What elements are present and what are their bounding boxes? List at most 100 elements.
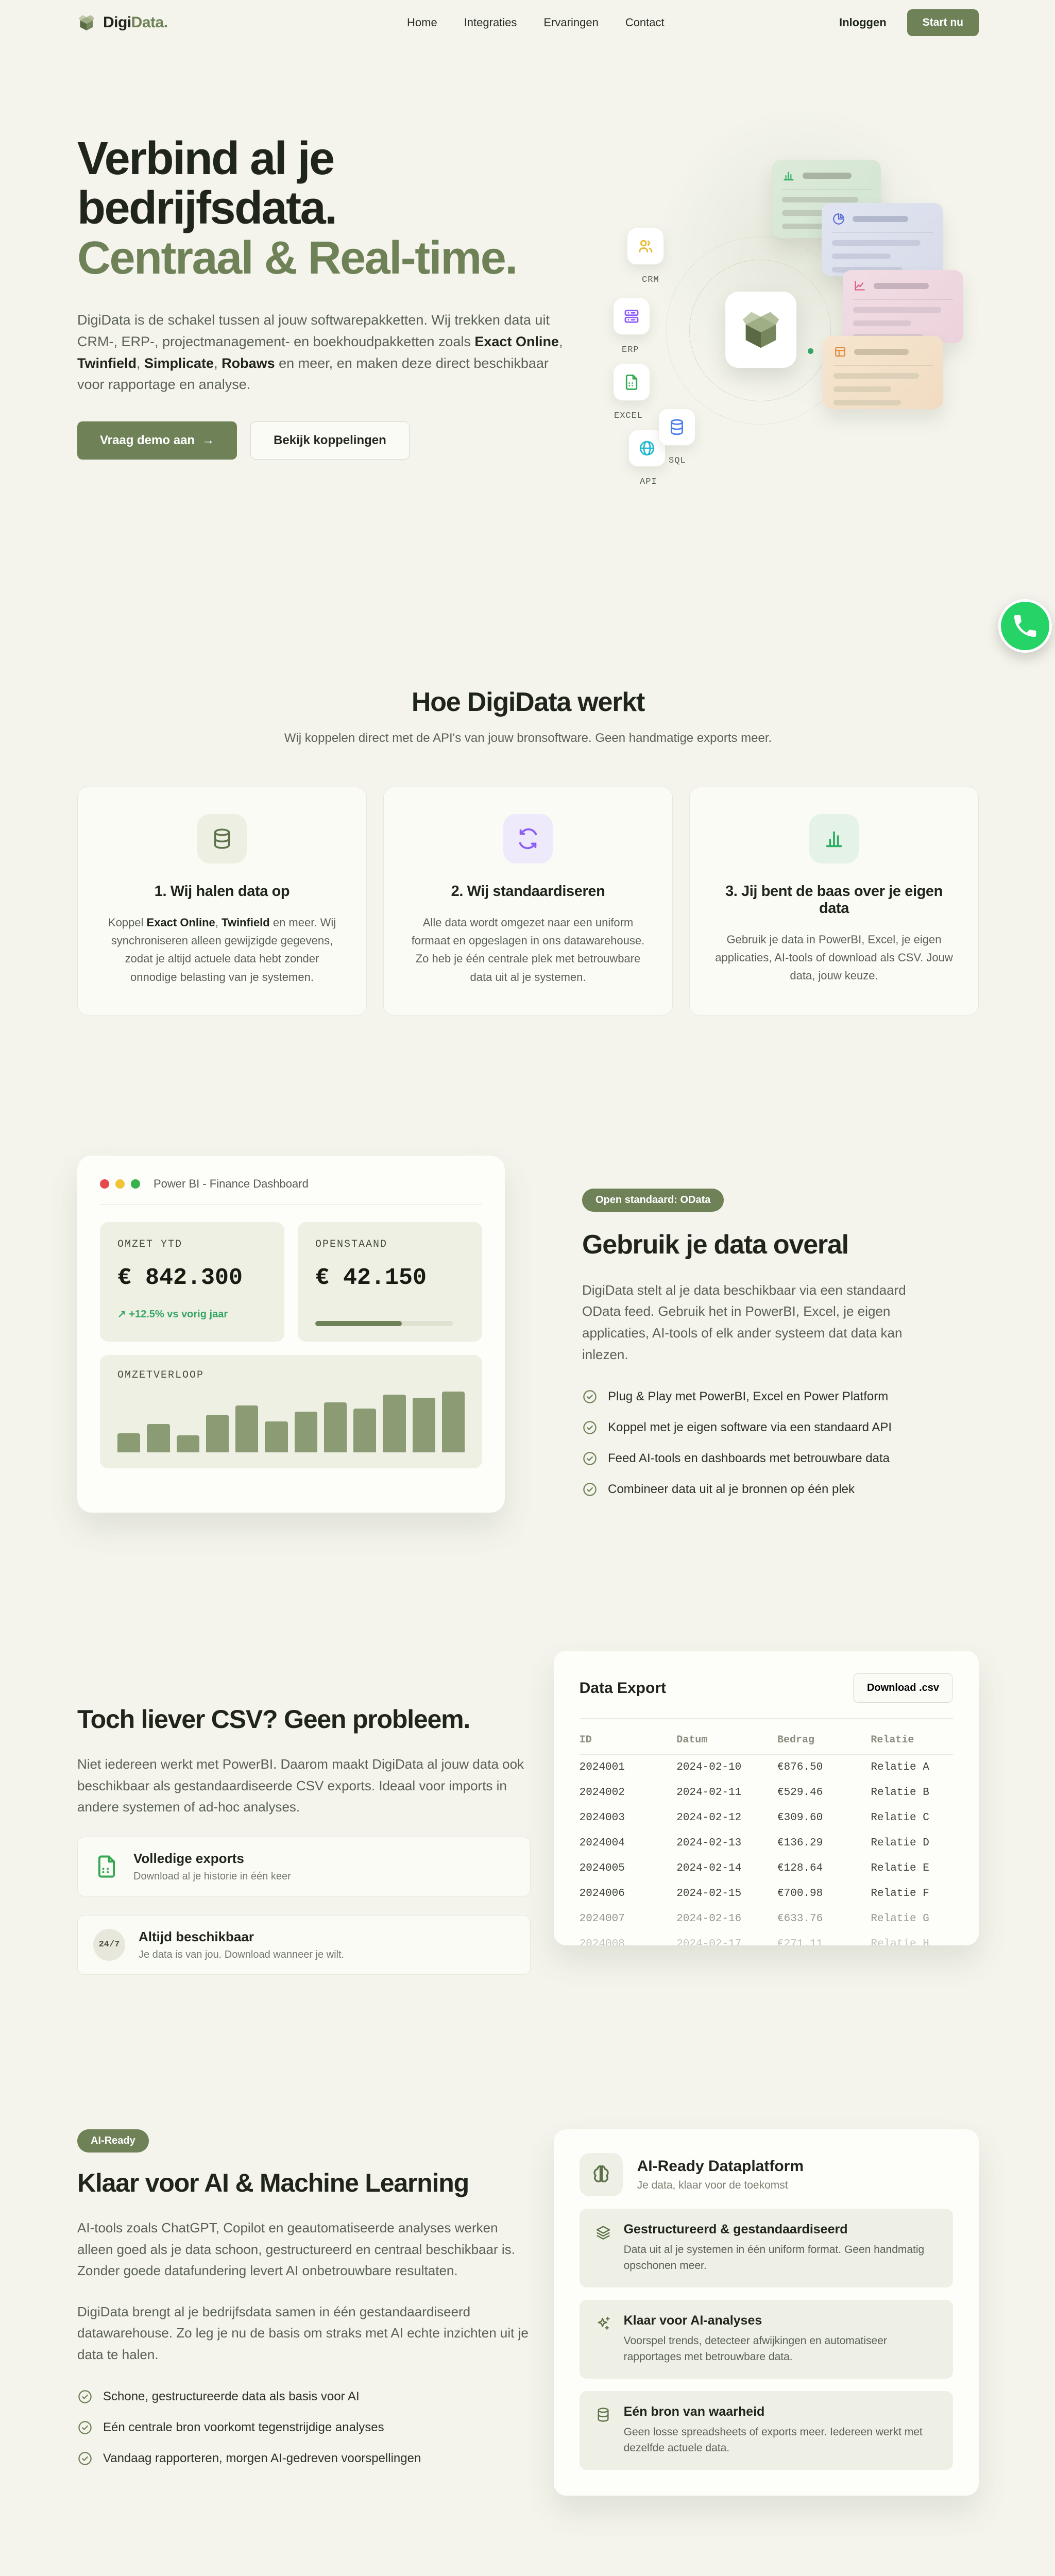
revenue-chart-card: OMZETVERLOOP: [100, 1354, 482, 1468]
checklist-item: Combineer data uit al je bronnen op één …: [582, 1482, 912, 1497]
stat-card-omzet: OMZET YTD € 842.300 ↗ +12.5% vs vorig ja…: [100, 1222, 284, 1342]
whatsapp-phone-icon: [1014, 615, 1036, 637]
window-traffic-lights: [100, 1179, 140, 1189]
table-row: 2024007 2024-02-16 €633.76 Relatie G: [579, 1913, 929, 1925]
nav-item-contact[interactable]: Contact: [625, 15, 665, 29]
checklist-item: Koppel met je eigen software via een sta…: [582, 1420, 912, 1435]
cube-logo-icon: [742, 312, 779, 348]
nav-item-ervaringen[interactable]: Ervaringen: [543, 15, 599, 29]
status-dot: [808, 348, 813, 354]
output-card-pie: [822, 203, 943, 276]
start-now-button[interactable]: Start nu: [907, 9, 979, 36]
logo-text: DigiData.: [103, 13, 168, 31]
logo[interactable]: DigiData.: [77, 13, 168, 32]
section-title: Hoe DigiData werkt: [411, 687, 645, 717]
ai-paragraph-2: DigiData brengt al je bedrijfsdata samen…: [77, 2303, 529, 2362]
arrow-right-icon: →: [202, 433, 215, 448]
odata-checklist: Plug & Play met PowerBI, Excel en Power …: [582, 1389, 912, 1497]
file-icon: [98, 1855, 115, 1878]
table-row: 2024001 2024-02-10 €876.50 Relatie A: [579, 1761, 929, 1774]
request-demo-button[interactable]: Vraag demo aan →: [77, 421, 237, 460]
section-title: Toch liever CSV? Geen probleem.: [77, 1705, 470, 1734]
database-icon: [671, 419, 683, 435]
nav-item-integraties[interactable]: Integraties: [464, 15, 517, 29]
source-tile-sql: [658, 409, 695, 446]
source-label-crm: CRM: [642, 275, 659, 285]
layers-icon: [596, 2226, 610, 2240]
check-circle-icon: [78, 2421, 92, 2435]
database-icon: [598, 2408, 609, 2422]
checklist-item: Vandaag rapporteren, morgen AI-gedreven …: [77, 2451, 533, 2466]
whatsapp-button[interactable]: [998, 599, 1052, 653]
delta-up-indicator: ↗ +12.5% vs vorig jaar: [117, 1308, 228, 1320]
pie-chart-icon: [833, 213, 844, 225]
step-card-2: 2. Wij standaardiseren Alle data wordt o…: [383, 787, 673, 1015]
source-tile-crm: [627, 228, 664, 265]
ai-feature-structured: Gestructureerd & gestandaardiseerd Data …: [579, 2208, 953, 2287]
source-label-excel: EXCEL: [614, 411, 643, 421]
data-export-card: Data Export Download .csv ID Datum Bedra…: [553, 1651, 979, 1946]
progress-bar: [315, 1320, 453, 1326]
bar-chart-icon: [826, 831, 842, 848]
window-title: Power BI - Finance Dashboard: [154, 1177, 309, 1190]
section-paragraph: Niet iedereen werkt met PowerBI. Daarom …: [77, 1756, 524, 1815]
step-title: 1. Wij halen data op: [154, 883, 290, 900]
zoom-dot-icon: [131, 1179, 140, 1189]
sync-icon: [519, 828, 537, 850]
sparkles-icon: [598, 2316, 610, 2330]
feature-altijd-beschikbaar: 24/7 Altijd beschikbaar Je data is van j…: [77, 1914, 531, 1975]
checklist-item: Feed AI-tools en dashboards met betrouwb…: [582, 1451, 912, 1466]
line-chart-icon: [855, 281, 865, 291]
database-icon: [214, 828, 230, 849]
file-icon: [625, 375, 638, 390]
checklist-item: Schone, gestructureerde data als basis v…: [77, 2389, 533, 2404]
step-text: Alle data wordt omgezet naar een uniform…: [411, 916, 645, 984]
download-csv-button[interactable]: Download .csv: [853, 1673, 953, 1703]
login-link[interactable]: Inloggen: [839, 15, 887, 29]
ai-ready-badge: AI-Ready: [77, 2129, 149, 2153]
site-header: DigiData. Home Integraties Ervaringen Co…: [0, 0, 1055, 45]
export-card-title: Data Export: [579, 1679, 666, 1697]
check-circle-icon: [78, 2452, 92, 2466]
table-row: 2024008 2024-02-17 €271.11 Relatie H: [579, 1938, 929, 1946]
nav-item-home[interactable]: Home: [407, 15, 437, 29]
check-circle-icon: [583, 1452, 597, 1465]
output-card-line: [843, 270, 963, 343]
section-subtitle: Wij koppelen direct met de API's van jou…: [284, 731, 772, 745]
minimize-dot-icon: [115, 1179, 125, 1189]
section-title: Klaar voor AI & Machine Learning: [77, 2168, 469, 2197]
hero-paragraph: DigiData is de schakel tussen al jouw so…: [77, 312, 563, 393]
bar-chart: [117, 1391, 465, 1452]
check-circle-icon: [78, 2390, 92, 2404]
step-text: Koppel Exact Online, Twinfield en meer. …: [108, 916, 336, 984]
ai-feature-single-source: Eén bron van waarheid Geen losse spreads…: [579, 2391, 953, 2470]
24-7-badge: 24/7: [93, 1928, 125, 1961]
testimonials-section: Wat onze klanten zeggen Bedrijven vertro…: [0, 2496, 1055, 2576]
ai-paragraph-1: AI-tools zoals ChatGPT, Copilot en geaut…: [77, 2219, 515, 2279]
table-row: 2024002 2024-02-11 €529.46 Relatie B: [579, 1787, 929, 1799]
ai-section: AI-Ready Klaar voor AI & Machine Learnin…: [0, 1975, 1055, 2496]
ai-checklist: Schone, gestructureerde data als basis v…: [77, 2389, 533, 2466]
check-circle-icon: [583, 1421, 597, 1434]
step-card-1: 1. Wij halen data op Koppel Exact Online…: [77, 787, 367, 1015]
digidata-hub-card: [725, 292, 796, 368]
csv-section: Toch liever CSV? Geen probleem. Niet ied…: [0, 1513, 1055, 1975]
source-tile-excel: [613, 364, 650, 401]
step-title: 3. Jij bent de baas over je eigen data: [725, 883, 943, 917]
powerbi-mockup: Power BI - Finance Dashboard OMZET YTD €…: [77, 1155, 505, 1513]
export-table: ID Datum Bedrag Relatie 2024001 2024-02-1…: [579, 1723, 953, 1946]
table-row: 2024004 2024-02-13 €136.29 Relatie D: [579, 1837, 929, 1850]
table-row: 2024003 2024-02-12 €309.60 Relatie C: [579, 1812, 929, 1824]
output-card-table: [823, 336, 943, 409]
hero-illustration: CRM ERP EXCEL API SQL: [582, 102, 994, 487]
feature-volledige-exports: Volledige exports Download al je histori…: [77, 1836, 531, 1896]
source-label-erp: ERP: [622, 345, 639, 355]
view-integrations-button[interactable]: Bekijk koppelingen: [250, 421, 410, 460]
check-circle-icon: [583, 1483, 597, 1496]
check-circle-icon: [583, 1390, 597, 1403]
odata-badge: Open standaard: OData: [582, 1188, 724, 1212]
table-icon: [835, 347, 845, 357]
section-title: Gebruik je data overal: [582, 1229, 849, 1260]
section-paragraph: DigiData stelt al je data beschikbaar vi…: [582, 1282, 906, 1362]
hero-title: Verbind al je bedrijfsdata. Centraal & R…: [77, 133, 518, 284]
